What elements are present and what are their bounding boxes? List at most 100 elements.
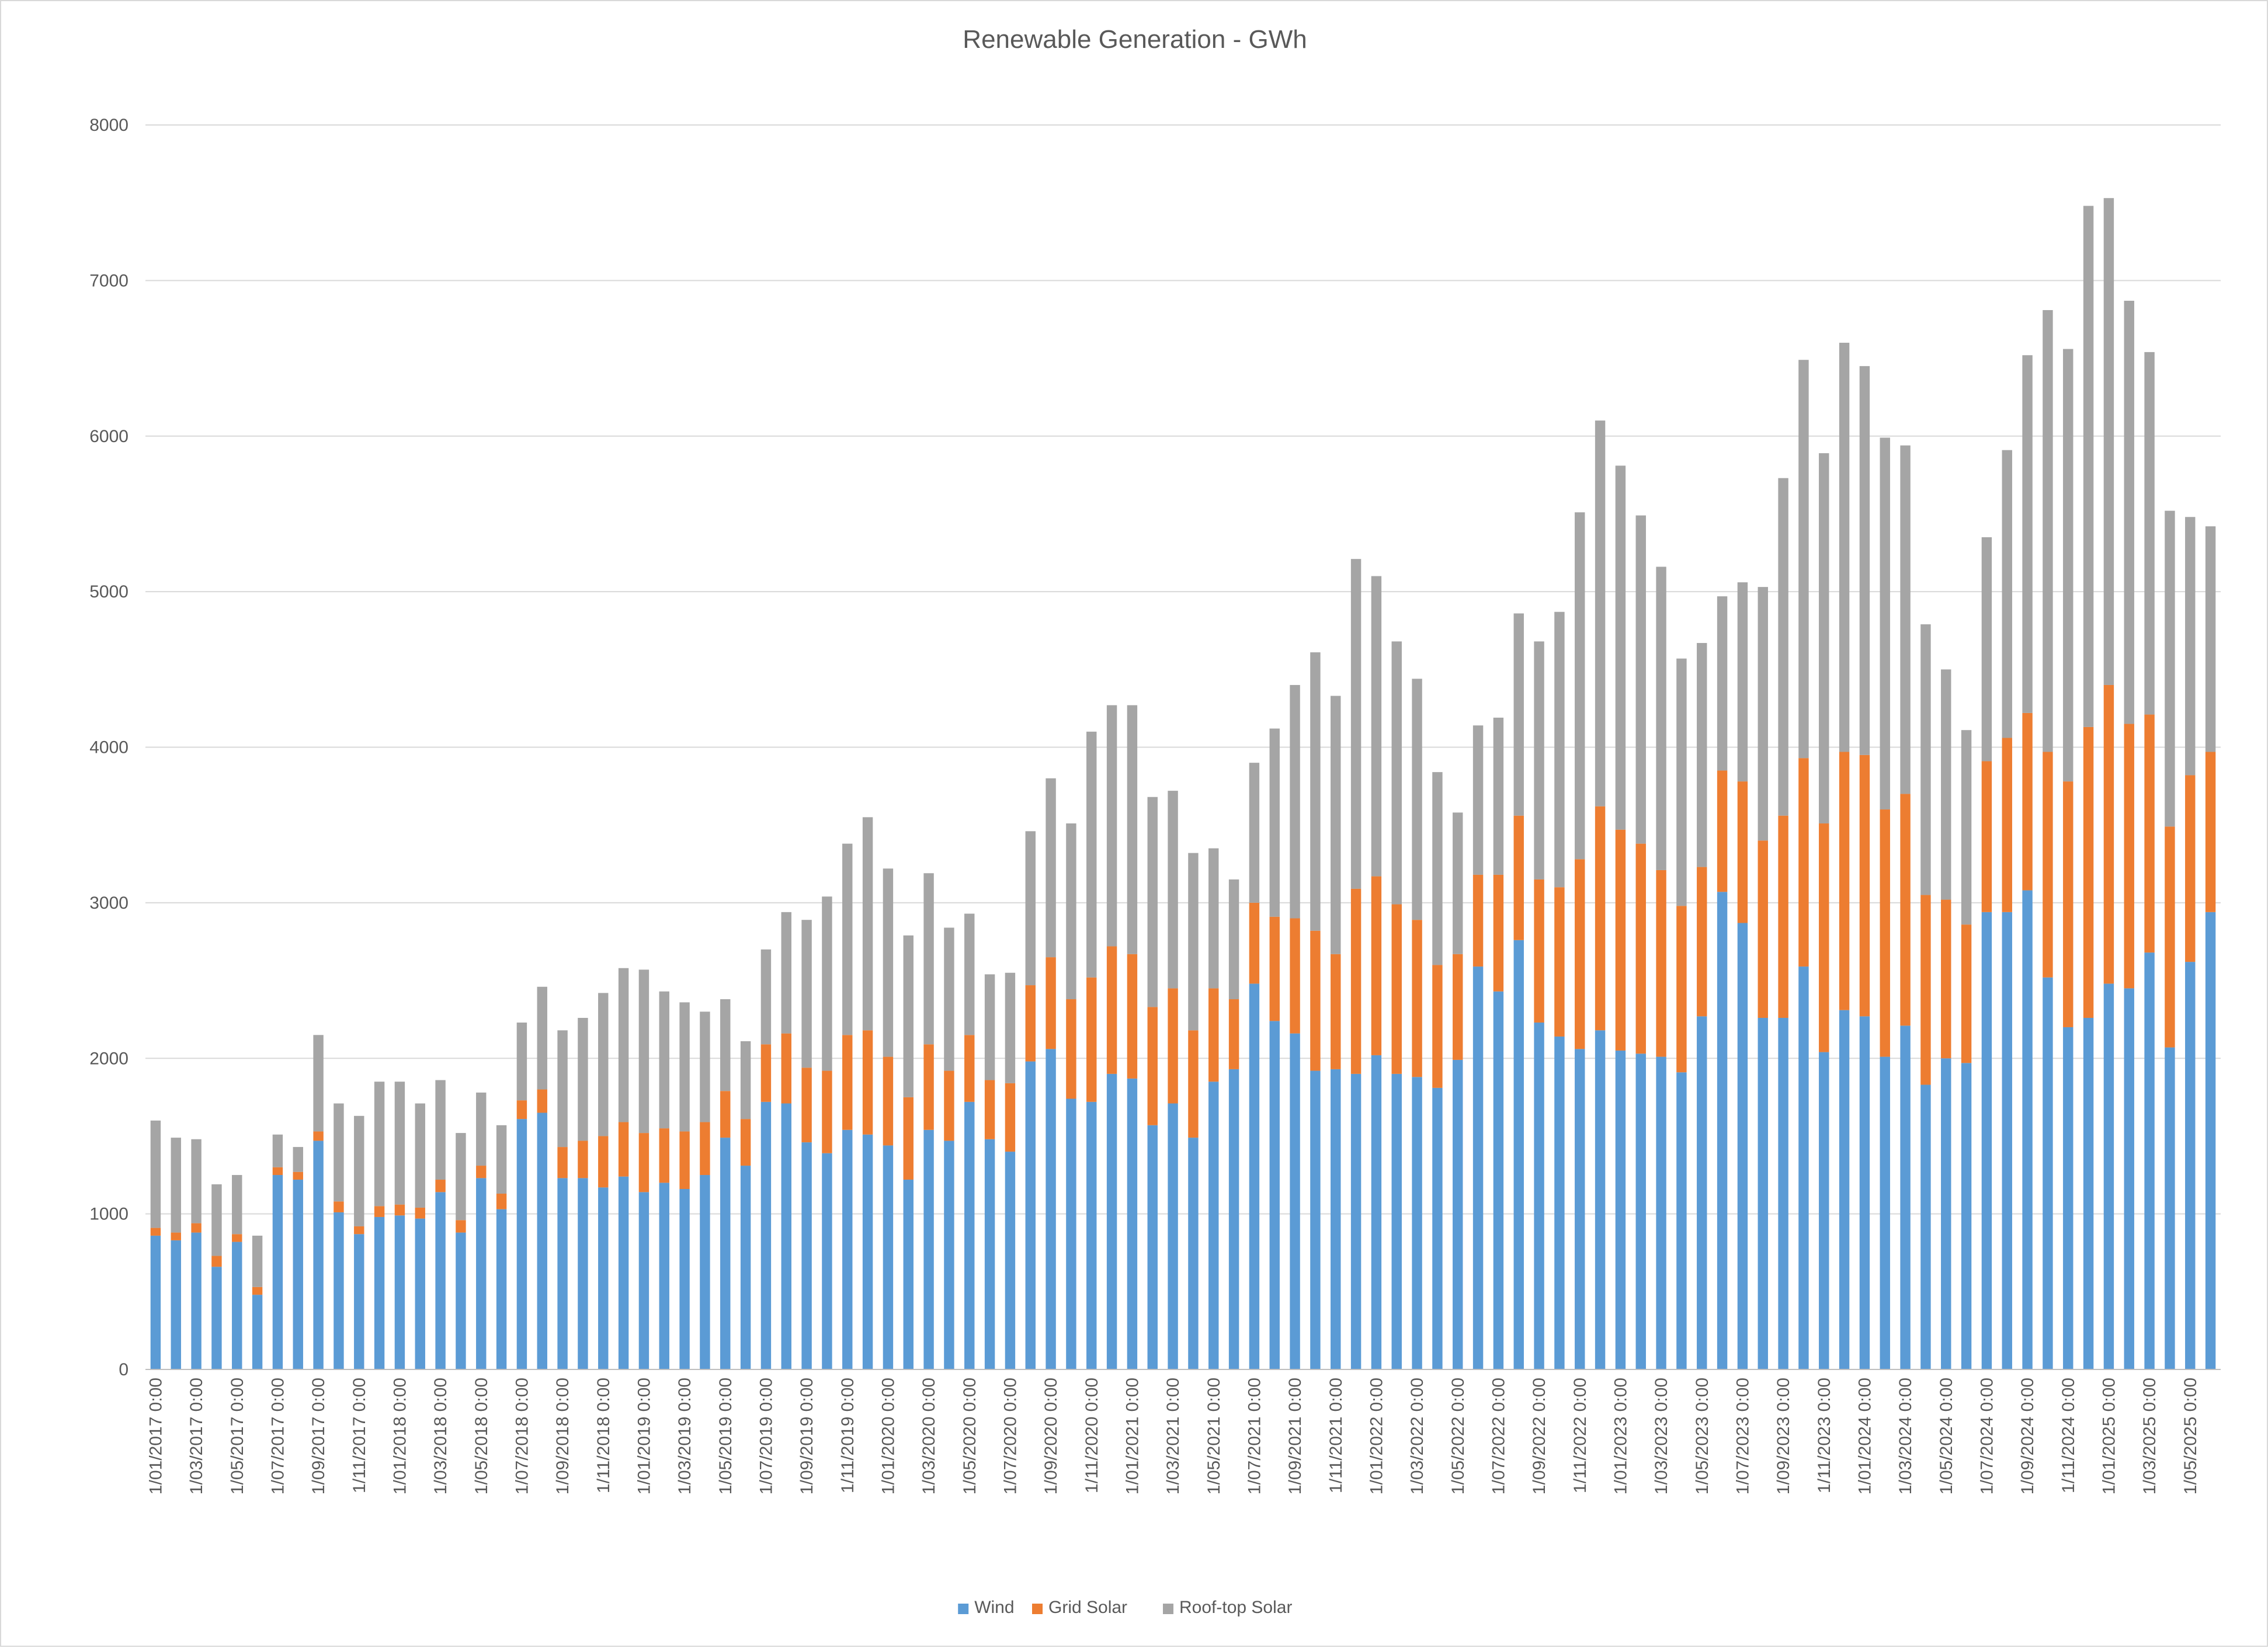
bar-roof-top-solar [1228,879,1239,1000]
bar-grid-solar [1554,887,1565,1037]
bar-wind [2205,912,2216,1369]
bar-grid-solar [1920,895,1931,1085]
bar-wind [1391,1073,1402,1369]
bar-roof-top-solar [1737,582,1748,782]
bar-roof-top-solar [1859,366,1870,755]
bar-wind [700,1175,710,1369]
x-tick-label: 1/05/2021 0:00 [1204,1378,1224,1494]
bar-roof-top-solar [1575,512,1585,860]
bar-roof-top-solar [171,1138,181,1233]
bar-wind [1106,1073,1117,1369]
bar-grid-solar [2022,712,2033,891]
bar-wind [1554,1036,1565,1369]
bar-grid-solar [1453,954,1463,1060]
bar-grid-solar [1412,920,1422,1077]
bar-grid-solar [1005,1083,1016,1152]
bar-roof-top-solar [1168,791,1178,989]
bar-wind [334,1212,344,1369]
bar-grid-solar [903,1097,914,1180]
bar-grid-solar [1310,930,1321,1071]
bar-grid-solar [1635,843,1646,1054]
bar-grid-solar [1472,874,1484,967]
bar-roof-top-solar [516,1022,527,1101]
bar-wind [2165,1047,2175,1369]
bar-wind [781,1103,791,1369]
bar-roof-top-solar [2165,510,2175,827]
bar-wind [903,1180,914,1369]
bar-roof-top-solar [1513,613,1524,816]
bar-wind [537,1112,547,1369]
bar-wind [1900,1025,1911,1369]
bar-wind [476,1178,487,1369]
bar-wind [211,1267,222,1369]
x-tick-label: 1/05/2019 0:00 [716,1378,735,1494]
bar-roof-top-solar [272,1134,283,1167]
bar-roof-top-solar [211,1184,222,1256]
bar-roof-top-solar [1188,853,1199,1031]
bar-wind [923,1129,934,1369]
bar-wind [1615,1050,1626,1369]
bar-wind [1941,1058,1951,1369]
bar-grid-solar [1839,752,1850,1010]
bar-roof-top-solar [638,969,650,1134]
bar-grid-solar [1961,924,1972,1063]
bar-wind [1432,1087,1443,1369]
x-tick-label: 1/01/2023 0:00 [1611,1378,1630,1494]
bar-grid-solar [1046,957,1056,1049]
legend-label-wind: Wind [974,1598,1014,1617]
y-axis-tick-labels: 0 1000 2000 3000 4000 5000 6000 7000 8000 [89,116,128,1379]
x-tick-label: 1/07/2020 0:00 [1001,1378,1020,1494]
bar-grid-solar [1981,761,1992,912]
bar-roof-top-solar [1371,576,1382,877]
y-tick-label: 7000 [89,271,128,290]
legend-label-grid-solar: Grid Solar [1048,1598,1127,1617]
y-tick-label: 0 [119,1360,128,1379]
bar-wind [516,1119,527,1369]
x-tick-label: 1/09/2024 0:00 [2018,1378,2037,1494]
bar-wind [171,1240,181,1369]
bar-roof-top-solar [1350,559,1362,889]
bar-roof-top-solar [1697,643,1707,867]
bar-wind [1717,892,1728,1369]
x-tick-label: 1/07/2024 0:00 [1977,1378,1996,1494]
bar-roof-top-solar [2002,450,2012,738]
x-tick-label: 1/03/2017 0:00 [187,1378,206,1494]
bar-grid-solar [1331,954,1341,1069]
bar-roof-top-solar [1269,728,1280,917]
bar-wind [1228,1069,1239,1369]
x-tick-label: 1/11/2020 0:00 [1082,1378,1102,1493]
x-tick-label: 1/01/2017 0:00 [146,1378,165,1494]
bar-grid-solar [984,1080,995,1139]
bar-wind [2063,1027,2073,1369]
bar-grid-solar [1249,902,1260,984]
bar-wind [1046,1049,1056,1369]
bar-grid-solar [720,1091,731,1138]
bar-wind [1086,1101,1097,1369]
x-tick-label: 1/11/2017 0:00 [350,1378,369,1493]
x-tick-label: 1/05/2020 0:00 [960,1378,980,1494]
bar-wind [740,1166,751,1369]
bar-grid-solar [516,1100,527,1119]
bar-wind [1290,1033,1300,1369]
bar-wind [394,1215,405,1369]
bar-roof-top-solar [394,1082,405,1205]
bar-roof-top-solar [1676,658,1687,906]
bar-grid-solar [1391,904,1402,1074]
bar-grid-solar [1106,946,1117,1074]
bar-wind [1310,1070,1321,1369]
y-tick-label: 3000 [89,893,128,913]
bar-wind [2022,890,2033,1369]
bar-wind [1249,983,1260,1369]
bar-grid-solar [1371,876,1382,1055]
bar-wind [1961,1063,1972,1369]
bar-grid-solar [293,1171,303,1180]
bar-roof-top-solar [903,935,914,1097]
bar-grid-solar [2185,775,2196,962]
bar-grid-solar [1859,755,1870,1017]
bar-grid-solar [2103,684,2114,984]
bar-wind [1575,1049,1585,1369]
x-tick-label: 1/01/2020 0:00 [878,1378,898,1494]
bar-roof-top-solar [456,1133,466,1221]
bar-roof-top-solar [313,1035,324,1132]
y-tick-label: 8000 [89,116,128,135]
